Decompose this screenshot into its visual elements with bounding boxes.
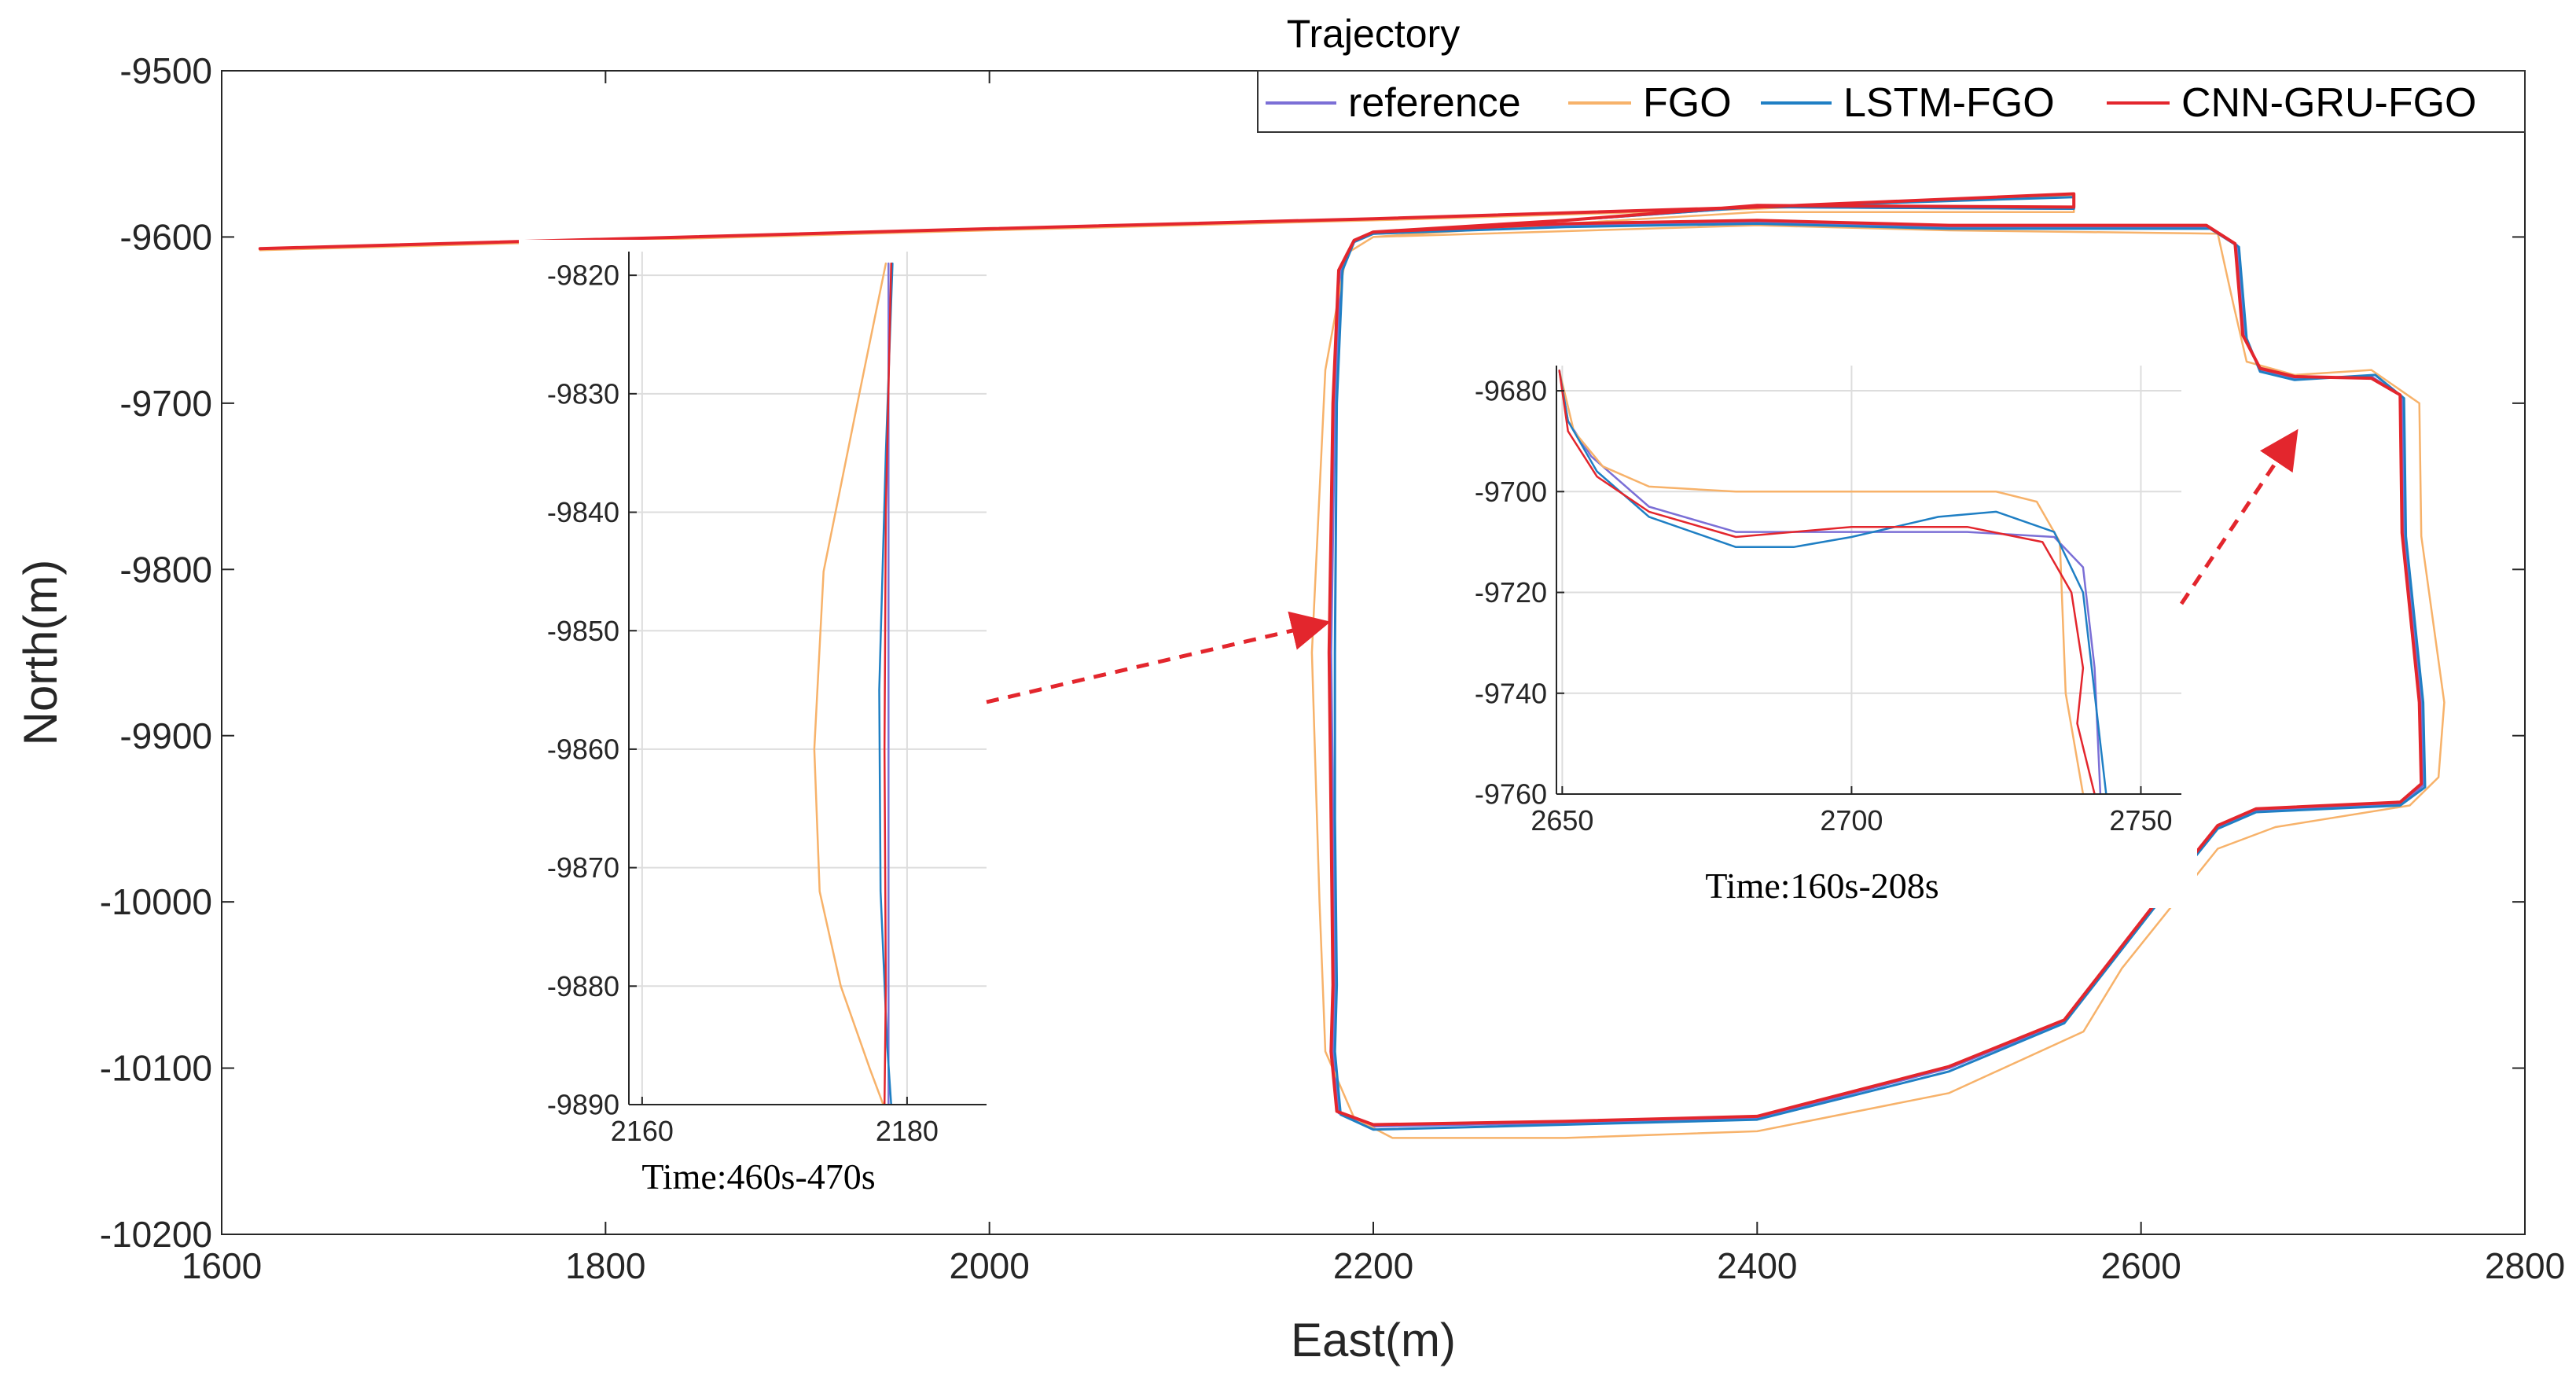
y-tick-label: -9860 [547, 734, 619, 766]
y-tick-label: -9700 [1475, 476, 1547, 508]
y-tick-label: -9680 [1475, 375, 1547, 407]
y-axis-label: North(m) [14, 560, 67, 746]
y-tick-label: -9880 [547, 970, 619, 1002]
y-tick-label: -9740 [1475, 677, 1547, 709]
legend-label-lstm-fgo: LSTM-FGO [1843, 80, 2055, 126]
x-tick-label: 2400 [1717, 1245, 1797, 1286]
y-tick-label: -9800 [119, 549, 212, 590]
x-tick-label: 1600 [182, 1245, 262, 1286]
arrow-to-right-notch [2179, 428, 2299, 605]
arrow-to-left-segment [986, 611, 1331, 704]
zoom-arrows [986, 428, 2299, 704]
series-line-fgo [813, 262, 887, 1105]
x-tick-label: 2750 [2109, 804, 2172, 837]
inset-title: Time:160s-208s [1705, 866, 1938, 906]
series-line-reference [1558, 370, 2102, 794]
series-line-cnn-gru-fgo [258, 192, 2423, 1127]
y-tick-label: -9840 [547, 496, 619, 528]
y-tick-label: -10200 [100, 1214, 212, 1255]
series-line-cnn-gru-fgo [1558, 370, 2096, 794]
series-line-fgo [1558, 370, 2085, 794]
legend: reference FGO LSTM-FGO CNN-GRU-FGO [1257, 70, 2526, 133]
legend-label-fgo: FGO [1643, 80, 1732, 126]
inset-160-208: 2650 2700 2750 -9680 -9700 -9720 -9740 -9760 Tim… [1431, 358, 2197, 908]
y-tick-label: -9500 [119, 50, 212, 91]
legend-label-reference: reference [1348, 80, 1521, 126]
x-tick-label: 2800 [2485, 1245, 2565, 1286]
x-tick-label: 2700 [1820, 804, 1883, 837]
plot-area [1556, 366, 2181, 794]
y-tick-label: -9820 [547, 259, 619, 292]
y-tick-label: -9850 [547, 615, 619, 647]
x-axis-label: East(m) [1291, 1314, 1456, 1366]
x-tick-label: 2160 [611, 1115, 674, 1147]
chart-title: Trajectory [1287, 12, 1460, 56]
y-tick-label: -9720 [1475, 576, 1547, 609]
y-tick-label: -10100 [100, 1048, 212, 1089]
inset-title: Time:460s-470s [641, 1156, 875, 1197]
series-line-lstm-fgo [1558, 370, 2107, 794]
series-line-cnn-gru-fgo [883, 262, 892, 1105]
y-tick-label: -9760 [1475, 778, 1547, 811]
x-tick-label: 2000 [949, 1245, 1029, 1286]
x-tick-label: 2600 [2100, 1245, 2181, 1286]
x-tick-label: 2200 [1333, 1245, 1413, 1286]
series-line-fgo [259, 194, 2446, 1139]
x-tick-label: 2650 [1531, 804, 1593, 837]
legend-label-cnn-gru-fgo: CNN-GRU-FGO [2181, 80, 2477, 126]
y-tick-label: -9870 [547, 851, 619, 884]
plot-area [629, 252, 987, 1105]
inset-460-470: 2160 2180 -9820 -9830 -9840 -9850 -9860 -9870 -9… [519, 240, 990, 1199]
y-tick-label: -9900 [119, 715, 212, 756]
y-tick-label: -10000 [100, 881, 212, 922]
y-tick-label: -9830 [547, 377, 619, 410]
x-tick-label: 2180 [876, 1115, 939, 1147]
x-tick-label: 1800 [565, 1245, 645, 1286]
y-tick-label: -9600 [119, 217, 212, 258]
y-tick-label: -9890 [547, 1089, 619, 1121]
y-tick-label: -9700 [119, 383, 212, 424]
legend-box [1257, 70, 2526, 133]
